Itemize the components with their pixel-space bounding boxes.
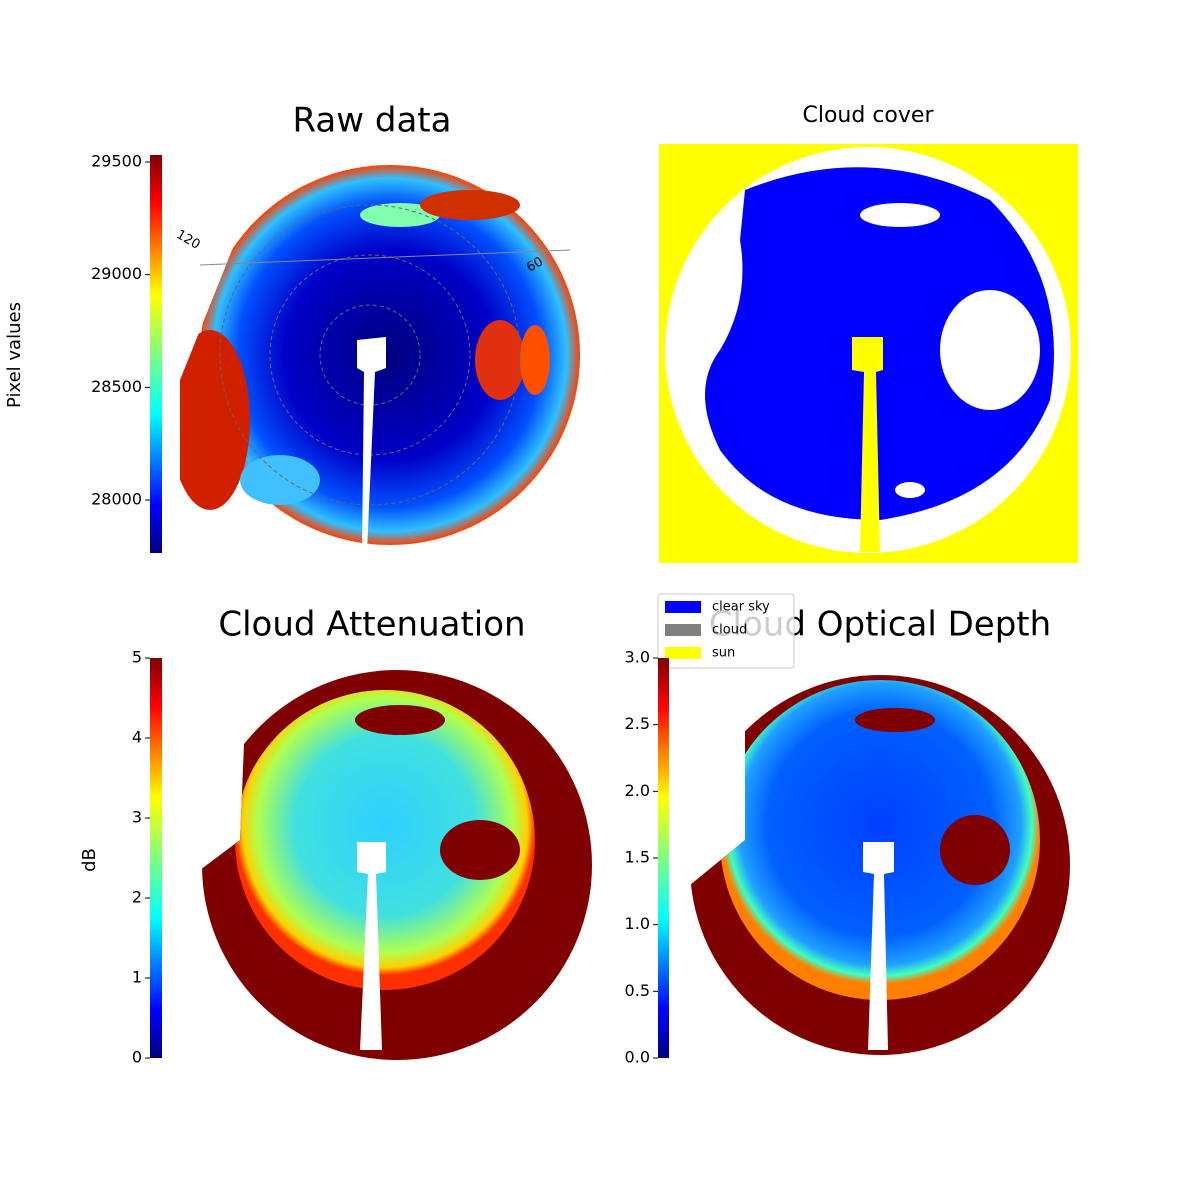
y-tick-label: 28500 [91,377,142,396]
y-tick-label: 0 [132,1048,142,1067]
legend-swatch [665,647,701,659]
y-tick-label: 2.5 [625,714,650,733]
colorbar-label: Pixel values [4,302,25,408]
y-tick-label: 0.0 [625,1048,650,1067]
chart-title: Cloud Attenuation [218,605,525,645]
attenuation-image [202,670,592,1060]
y-tick-label: 1.0 [625,914,650,933]
y-tick-label: 2 [132,888,142,907]
legend-label: clear sky [712,600,770,615]
legend-swatch [665,601,701,613]
mast [357,842,386,1050]
colorbar-label: dB [79,848,100,872]
colorbar [658,658,669,1058]
raw-image [180,165,580,545]
chart-title: Raw data [293,101,452,141]
colorbar [150,658,162,1058]
cloud-image [659,144,1078,563]
colorbar [150,155,162,553]
y-tick-label: 3 [132,808,142,827]
y-tick-label: 2.0 [625,781,650,800]
mast [357,337,386,552]
annotation: 60 [524,254,546,275]
y-tick-label: 29500 [91,151,142,170]
legend-label: cloud [712,623,747,638]
y-tick-label: 4 [132,728,142,747]
y-tick-label: 1 [132,968,142,987]
y-tick-label: 1.5 [625,848,650,867]
annotation: 120 [173,227,202,252]
legend-swatch [665,624,701,636]
mast [863,842,894,1050]
y-tick-label: 3.0 [625,648,650,667]
y-tick-label: 28000 [91,490,142,509]
y-tick-label: 29000 [91,264,142,283]
y-tick-label: 5 [132,648,142,667]
y-tick-label: 0.5 [625,981,650,1000]
chart-title: Cloud cover [803,103,935,128]
legend-label: sun [712,646,735,661]
